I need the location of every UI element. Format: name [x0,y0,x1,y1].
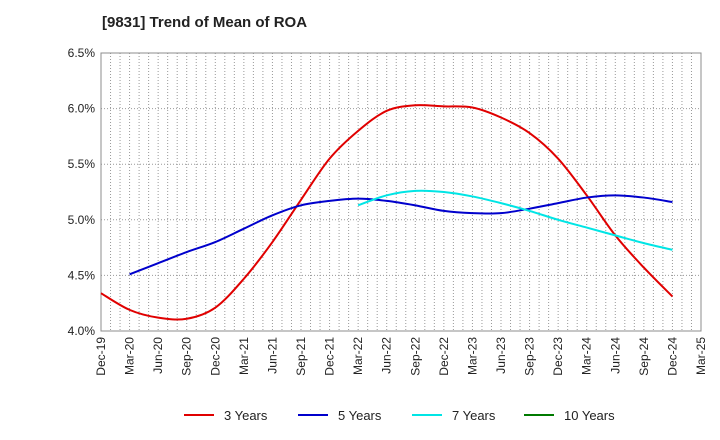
y-tick-label: 5.0% [68,213,96,227]
series-line-7-years [357,189,673,251]
y-tick-label: 4.0% [68,324,96,338]
x-tick-label: Jun-24 [608,337,622,374]
x-tick-label: Sep-23 [523,337,537,376]
chart-title: [9831] Trend of Mean of ROA [102,14,308,31]
y-axis-ticks: 4.0% 4.5% 5.0% 5.5% 6.0% 6.5% [68,46,96,338]
x-tick-label: Jun-22 [380,337,394,374]
x-tick-label: Dec-23 [551,337,565,376]
legend-label-7-years: 7 Years [452,408,496,423]
series-line-5-years [129,194,673,276]
x-tick-label: Dec-21 [323,337,337,376]
y-tick-label: 5.5% [68,157,96,171]
plot-frame [100,52,702,332]
y-tick-label: 6.0% [68,102,96,116]
legend-label-5-years: 5 Years [338,408,382,423]
x-tick-label: Jun-23 [494,337,508,374]
legend-label-3-years: 3 Years [224,408,268,423]
x-tick-label: Sep-24 [637,337,651,376]
x-tick-label: Dec-22 [437,337,451,376]
x-tick-label: Jun-20 [151,337,165,374]
series-layer [100,104,674,321]
x-tick-label: Mar-22 [351,337,365,375]
x-tick-label: Mar-23 [465,337,479,375]
x-tick-label: Dec-24 [665,337,679,376]
x-tick-label: Mar-25 [694,337,708,375]
legend: 3 Years 5 Years 7 Years 10 Years [184,408,615,423]
x-tick-label: Dec-20 [208,337,222,376]
legend-label-10-years: 10 Years [564,408,615,423]
x-tick-label: Mar-21 [237,337,251,375]
series-line-3-years [100,104,674,321]
y-tick-label: 4.5% [68,268,96,282]
x-tick-label: Sep-20 [180,337,194,376]
x-tick-label: Mar-24 [580,337,594,375]
x-tick-label: Mar-20 [123,337,137,375]
x-tick-label: Sep-21 [294,337,308,376]
x-tick-label: Jun-21 [265,337,279,374]
x-tick-label: Sep-22 [408,337,422,376]
y-tick-label: 6.5% [68,46,96,60]
x-axis-ticks: Dec-19 Mar-20 Jun-20 Sep-20 Dec-20 Mar-21 Jun-… [94,337,708,376]
x-tick-label: Dec-19 [94,337,108,376]
